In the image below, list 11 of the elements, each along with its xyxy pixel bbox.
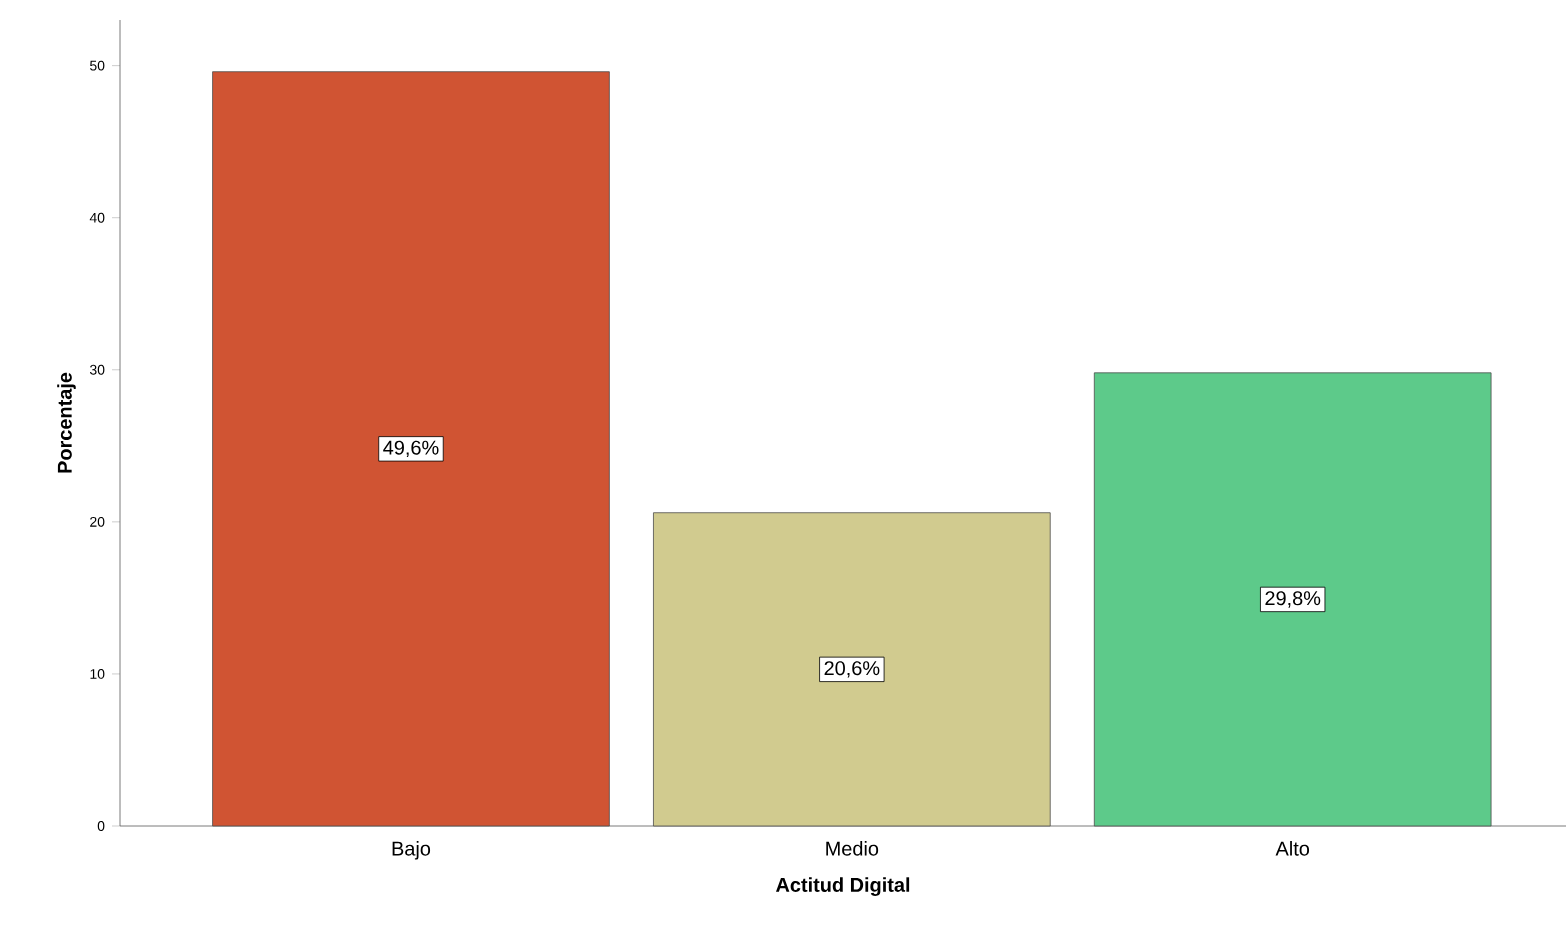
data-label: 20,6% — [824, 661, 880, 678]
bar — [212, 71, 610, 827]
y-axis-title: Porcentaje — [57, 372, 76, 473]
bar — [653, 512, 1051, 827]
x-axis-title: Actitud Digital — [775, 877, 910, 896]
x-tick-label: Bajo — [392, 841, 431, 860]
bar — [1093, 372, 1492, 827]
data-label: 49,6% — [383, 440, 439, 458]
data-label: 29,8% — [1265, 591, 1321, 608]
x-tick-label: Alto — [1275, 841, 1310, 856]
x-tick-label: Medio — [826, 841, 879, 856]
